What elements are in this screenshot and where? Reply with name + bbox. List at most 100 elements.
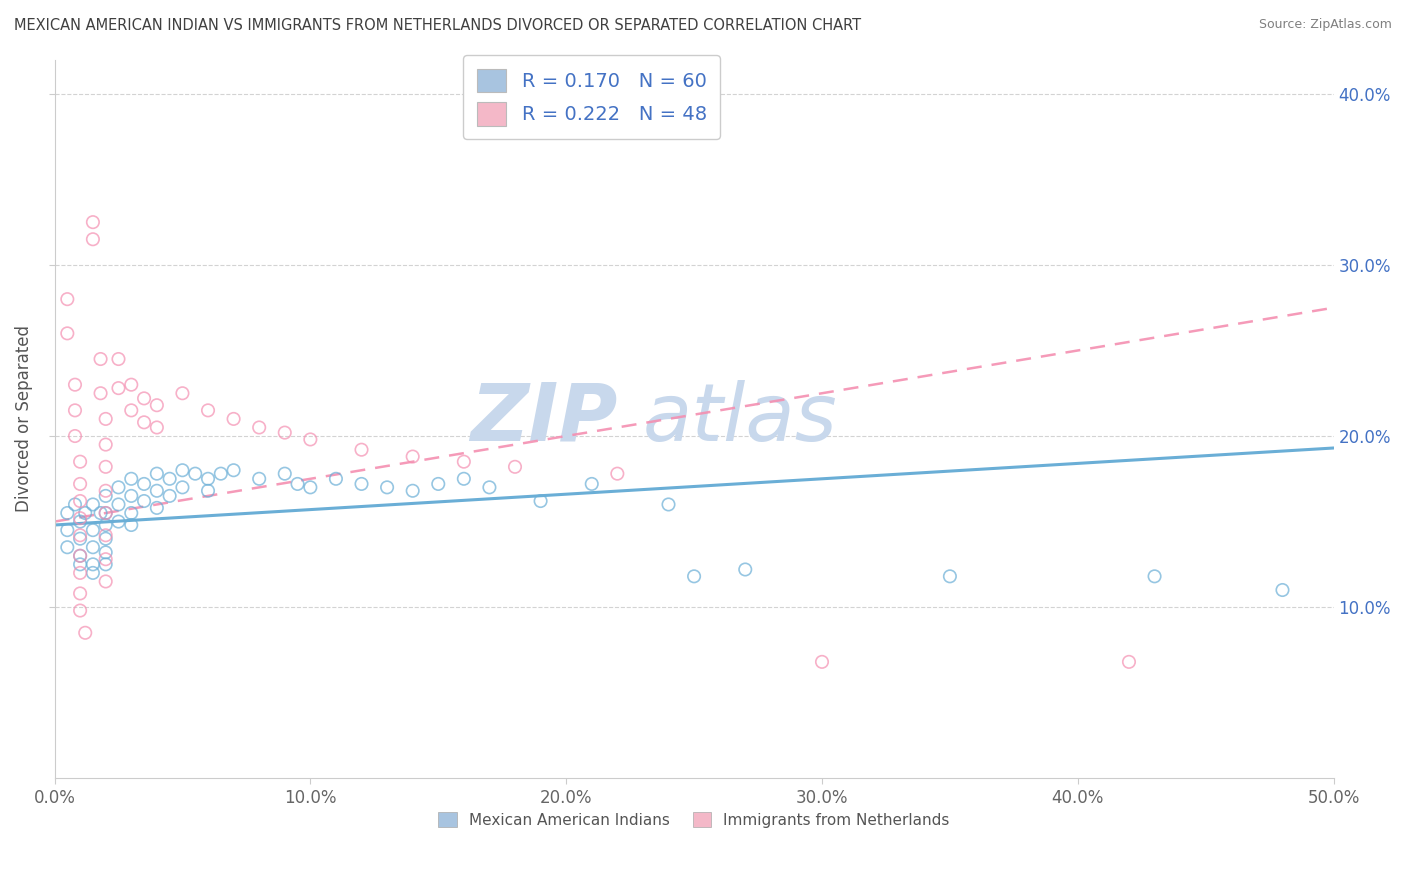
Y-axis label: Divorced or Separated: Divorced or Separated (15, 326, 32, 512)
Point (453, 455, 475, 469)
Point (94, 532, 117, 546)
Point (132, 392, 155, 406)
Point (159, 472, 181, 486)
Point (375, 480, 398, 494)
Point (1118, 655, 1140, 669)
Point (146, 500, 169, 515)
Point (90, 506, 112, 520)
Point (581, 477, 603, 491)
Point (734, 562, 756, 576)
Point (120, 489, 142, 503)
Point (402, 450, 425, 464)
Point (69, 586, 91, 600)
Point (107, 480, 129, 494)
Point (69, 549, 91, 563)
Point (453, 472, 475, 486)
Point (197, 483, 219, 498)
Point (82, 540, 104, 554)
Point (402, 483, 425, 498)
Point (82, 523, 104, 537)
Point (503, 459, 526, 474)
Text: MEXICAN AMERICAN INDIAN VS IMMIGRANTS FROM NETHERLANDS DIVORCED OR SEPARATED COR: MEXICAN AMERICAN INDIAN VS IMMIGRANTS FR… (14, 18, 862, 33)
Point (274, 467, 297, 481)
Legend: Mexican American Indians, Immigrants from Netherlands: Mexican American Indians, Immigrants fro… (430, 804, 957, 835)
Point (75, 625, 97, 640)
Point (94, 437, 117, 451)
Point (247, 420, 270, 434)
Point (132, 494, 155, 508)
Point (94, 552, 117, 566)
Point (132, 477, 155, 491)
Point (350, 442, 373, 457)
Point (94, 528, 117, 542)
Point (120, 377, 142, 392)
Point (82, 566, 104, 580)
Point (146, 398, 169, 412)
Point (146, 483, 169, 498)
Point (69, 528, 91, 542)
Point (56, 540, 79, 554)
Point (94, 459, 117, 474)
Point (69, 511, 91, 525)
Point (56, 326, 79, 341)
Point (94, 518, 117, 533)
Point (811, 655, 834, 669)
Point (529, 494, 551, 508)
Point (1143, 569, 1166, 583)
Point (63, 403, 86, 417)
Point (683, 569, 706, 583)
Point (94, 506, 117, 520)
Point (82, 215, 104, 229)
Point (120, 506, 142, 520)
Point (120, 403, 142, 417)
Point (94, 545, 117, 559)
Point (69, 494, 91, 508)
Point (657, 498, 679, 512)
Point (94, 558, 117, 572)
Point (69, 455, 91, 469)
Point (107, 381, 129, 395)
Point (159, 489, 181, 503)
Point (247, 472, 270, 486)
Point (56, 292, 79, 306)
Point (299, 433, 322, 447)
Point (63, 429, 86, 443)
Point (63, 377, 86, 392)
Point (222, 463, 245, 477)
Point (90, 386, 112, 401)
Point (606, 467, 628, 481)
Point (197, 403, 219, 417)
Point (478, 480, 501, 494)
Point (69, 603, 91, 617)
Point (82, 558, 104, 572)
Text: ZIP: ZIP (470, 380, 617, 458)
Point (184, 467, 207, 481)
Point (299, 480, 322, 494)
Point (69, 515, 91, 529)
Point (69, 566, 91, 580)
Point (107, 498, 129, 512)
Point (69, 532, 91, 546)
Point (325, 472, 347, 486)
Point (209, 467, 232, 481)
Point (56, 523, 79, 537)
Point (939, 569, 962, 583)
Point (69, 558, 91, 572)
Point (69, 477, 91, 491)
Point (172, 463, 194, 477)
Point (287, 477, 309, 491)
Point (222, 412, 245, 426)
Point (172, 386, 194, 401)
Point (427, 477, 450, 491)
Point (120, 472, 142, 486)
Point (94, 506, 117, 520)
Point (63, 498, 86, 512)
Point (197, 472, 219, 486)
Text: atlas: atlas (643, 380, 838, 458)
Point (350, 477, 373, 491)
Point (146, 420, 169, 434)
Point (107, 351, 129, 366)
Point (75, 506, 97, 520)
Point (90, 351, 112, 366)
Point (172, 480, 194, 494)
